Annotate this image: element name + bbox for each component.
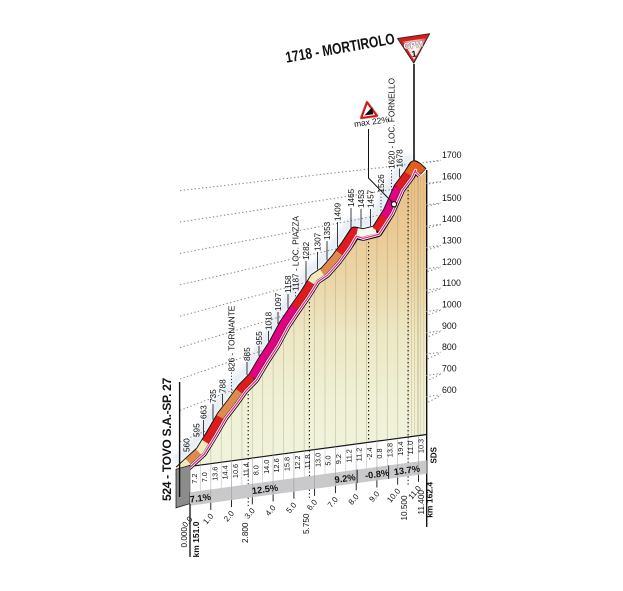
svg-text:-0.8%: -0.8% <box>364 468 390 481</box>
svg-text:SDS: SDS <box>429 446 438 463</box>
svg-text:885: 885 <box>243 347 252 361</box>
svg-text:11.2: 11.2 <box>355 448 364 462</box>
svg-text:13.0: 13.0 <box>313 453 322 467</box>
svg-text:1158: 1158 <box>284 275 293 293</box>
svg-text:11.400: 11.400 <box>417 490 426 515</box>
svg-text:1300: 1300 <box>442 236 462 246</box>
svg-text:12.5%: 12.5% <box>251 483 279 497</box>
svg-text:2.800: 2.800 <box>241 522 250 543</box>
svg-text:1282: 1282 <box>302 241 311 260</box>
svg-text:1600: 1600 <box>442 172 462 182</box>
svg-text:1307: 1307 <box>314 232 323 251</box>
svg-text:5.0: 5.0 <box>324 455 333 465</box>
svg-text:14.0: 14.0 <box>262 460 271 474</box>
svg-text:0.000: 0.000 <box>180 527 189 548</box>
svg-text:1526: 1526 <box>377 174 386 193</box>
svg-text:560: 560 <box>183 438 192 452</box>
svg-text:19.4: 19.4 <box>396 442 405 456</box>
svg-text:km 151.0: km 151.0 <box>191 521 201 557</box>
svg-text:1: 1 <box>411 49 417 60</box>
svg-text:1187 - LOC. PIAZZA: 1187 - LOC. PIAZZA <box>292 216 301 291</box>
svg-text:1097: 1097 <box>274 292 283 311</box>
svg-text:800: 800 <box>442 342 457 352</box>
svg-text:11.2: 11.2 <box>344 449 353 463</box>
svg-text:5.750: 5.750 <box>302 513 311 534</box>
svg-text:7.2: 7.2 <box>190 474 199 484</box>
svg-text:10.6: 10.6 <box>231 464 240 478</box>
svg-text:10.3: 10.3 <box>416 439 425 453</box>
svg-text:-2.4: -2.4 <box>365 447 374 460</box>
svg-text:1700: 1700 <box>442 150 462 160</box>
svg-text:524 - TOVO S.A.-SP. 27: 524 - TOVO S.A.-SP. 27 <box>160 377 174 501</box>
svg-text:826 - TORNANTE: 826 - TORNANTE <box>228 305 237 371</box>
svg-text:15.8: 15.8 <box>283 457 292 471</box>
svg-text:1409: 1409 <box>334 202 343 221</box>
svg-text:11.0: 11.0 <box>406 441 415 455</box>
svg-text:1620 - LOC. FORNELLO: 1620 - LOC. FORNELLO <box>388 78 397 169</box>
svg-text:1500: 1500 <box>442 193 462 203</box>
svg-text:12.2: 12.2 <box>293 456 302 470</box>
svg-text:0.8: 0.8 <box>375 448 384 458</box>
svg-text:12.6: 12.6 <box>272 458 281 472</box>
svg-text:1000: 1000 <box>442 300 462 310</box>
svg-text:1678: 1678 <box>396 149 405 168</box>
svg-text:13.6: 13.6 <box>210 467 219 481</box>
svg-text:955: 955 <box>255 331 264 345</box>
svg-text:1353: 1353 <box>323 221 332 240</box>
svg-text:1100: 1100 <box>442 278 461 288</box>
svg-text:13.8: 13.8 <box>386 443 395 457</box>
svg-text:GPM: GPM <box>403 39 424 52</box>
svg-text:10.500: 10.500 <box>400 495 409 520</box>
svg-text:14.4: 14.4 <box>221 465 230 479</box>
svg-text:663: 663 <box>200 405 209 419</box>
svg-text:7.1%: 7.1% <box>189 492 212 505</box>
svg-text:max 22%: max 22% <box>353 114 390 129</box>
svg-text:9.2%: 9.2% <box>334 472 357 485</box>
svg-text:13.7%: 13.7% <box>393 464 421 478</box>
svg-text:km 162.4: km 162.4 <box>425 482 435 518</box>
svg-text:9.2: 9.2 <box>334 454 343 464</box>
svg-text:1457: 1457 <box>367 189 376 208</box>
svg-text:1400: 1400 <box>442 214 462 224</box>
svg-text:900: 900 <box>442 321 457 331</box>
svg-text:600: 600 <box>442 385 457 395</box>
svg-text:1453: 1453 <box>357 189 366 208</box>
svg-text:11.4: 11.4 <box>241 463 250 477</box>
svg-text:1018: 1018 <box>265 311 274 330</box>
svg-text:11.8: 11.8 <box>303 455 312 469</box>
svg-text:735: 735 <box>209 389 218 403</box>
svg-text:595: 595 <box>193 423 202 437</box>
svg-text:1200: 1200 <box>442 257 462 267</box>
svg-text:7.0: 7.0 <box>200 472 209 482</box>
svg-text:788: 788 <box>219 379 228 393</box>
svg-text:700: 700 <box>442 364 457 374</box>
svg-text:8.0: 8.0 <box>252 465 261 475</box>
svg-text:1465: 1465 <box>347 188 356 207</box>
